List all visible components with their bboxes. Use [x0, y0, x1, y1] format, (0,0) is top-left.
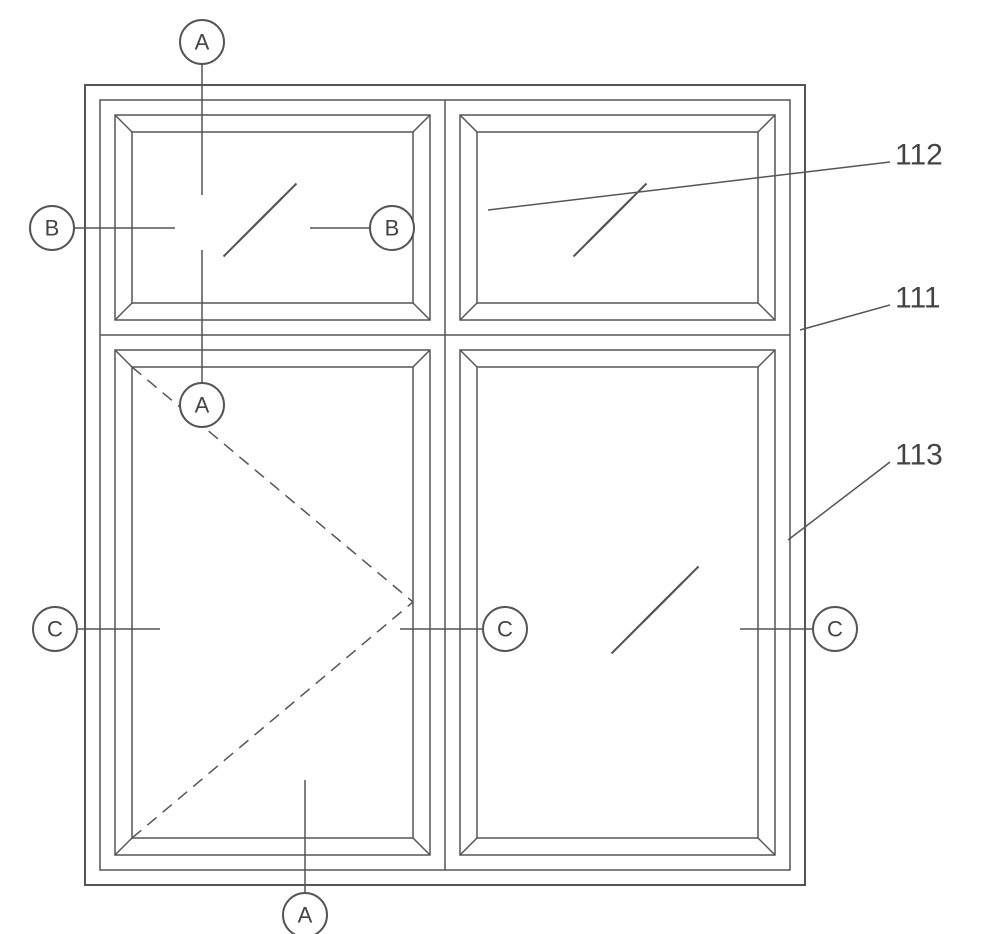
pane-bottom-right-bevel [460, 838, 477, 855]
ref-leader-111 [800, 305, 890, 330]
section-letter-C-right: C [827, 617, 843, 642]
section-letter-C-mid: C [497, 617, 513, 642]
section-letter-C-left: C [47, 617, 63, 642]
pane-bottom-left-bevel [413, 838, 430, 855]
glass-mark-0 [252, 184, 297, 229]
section-letter-B-mid: B [385, 216, 400, 241]
ref-leader-113 [788, 462, 890, 540]
pane-top-left-bevel [413, 303, 430, 320]
glass-mark-1 [602, 184, 647, 229]
section-letter-A-mid: A [195, 393, 210, 418]
pane-top-right-glass [477, 132, 758, 303]
section-letter-A-top: A [195, 30, 210, 55]
diagram-svg: A A A B B C C C 112 111 113 [0, 0, 1000, 934]
pane-bottom-left-bevel [413, 350, 430, 367]
pane-top-right-bevel [758, 303, 775, 320]
section-letter-B-left: B [45, 216, 60, 241]
pane-top-right-bevel [758, 115, 775, 132]
ref-label-112: 112 [895, 139, 943, 172]
hinge-line-upper [132, 367, 413, 602]
pane-top-right-bevel [460, 303, 477, 320]
pane-bottom-right-glass [477, 367, 758, 838]
pane-bottom-right-bevel [758, 350, 775, 367]
pane-bottom-right-bevel [758, 838, 775, 855]
pane-top-left-bevel [115, 115, 132, 132]
pane-top-left-bevel [115, 303, 132, 320]
ref-label-113: 113 [895, 439, 943, 472]
glass-mark-2 [644, 567, 699, 622]
section-letter-A-bottom: A [298, 903, 313, 928]
hinge-line-lower [132, 602, 413, 838]
pane-bottom-left-bevel [115, 350, 132, 367]
pane-bottom-right-bevel [460, 350, 477, 367]
pane-top-left-bevel [413, 115, 430, 132]
ref-label-111: 111 [895, 282, 941, 315]
pane-bottom-left-glass [132, 367, 413, 838]
pane-bottom-left-outer [115, 350, 430, 855]
pane-top-right-outer [460, 115, 775, 320]
pane-bottom-left-bevel [115, 838, 132, 855]
pane-top-left-glass [132, 132, 413, 303]
pane-bottom-right-outer [460, 350, 775, 855]
ref-leader-112 [488, 162, 890, 210]
pane-top-right-bevel [460, 115, 477, 132]
